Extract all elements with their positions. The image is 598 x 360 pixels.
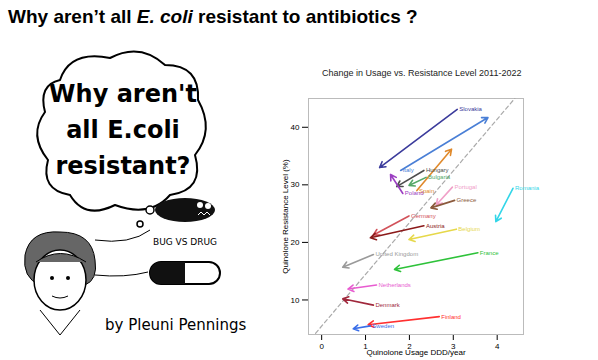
svg-text:4: 4 [495,342,500,351]
svg-text:Poland: Poland [405,190,424,196]
svg-text:Italy: Italy [403,167,414,173]
svg-text:all E.coli: all E.coli [66,116,180,144]
svg-text:20: 20 [291,238,300,247]
svg-text:Spain: Spain [418,187,435,194]
svg-text:Germany: Germany [411,213,436,219]
svg-text:Why aren't: Why aren't [49,80,197,108]
svg-text:Greece: Greece [457,197,477,203]
svg-text:by Pleuni Pennings: by Pleuni Pennings [105,316,247,334]
svg-text:Netherlands: Netherlands [379,282,411,288]
svg-text:0: 0 [319,342,324,351]
html-text:Change in Usage vs. Resistance: Change in Usage vs. Resistance Level 201… [322,68,522,78]
svg-text:Denmark: Denmark [375,302,400,308]
html-text:Why aren’t all E. coli resista: Why aren’t all E. coli resistant to anti… [8,6,418,27]
svg-text:Quinolone Resistance Level (%): Quinolone Resistance Level (%) [281,159,290,274]
svg-text:Hungary: Hungary [426,167,449,173]
svg-text:Bulgaria: Bulgaria [428,174,451,180]
svg-text:Portugal: Portugal [454,184,476,190]
svg-text:resistant?: resistant? [55,152,190,180]
svg-text:Quinolone Usage DDD/year: Quinolone Usage DDD/year [366,348,465,357]
svg-text:Finland: Finland [441,314,461,320]
svg-text:Sweden: Sweden [372,323,394,329]
svg-text:Austria: Austria [426,223,445,229]
svg-text:Belgium: Belgium [458,226,480,232]
svg-text:Slovakia: Slovakia [459,106,482,112]
svg-text:40: 40 [291,123,300,132]
svg-text:Romania: Romania [515,185,540,191]
svg-text:BUG VS DRUG: BUG VS DRUG [153,237,217,247]
svg-text:France: France [480,250,499,256]
svg-text:United Kingdom: United Kingdom [375,251,418,257]
svg-text:10: 10 [291,296,300,305]
svg-text:30: 30 [291,180,300,189]
